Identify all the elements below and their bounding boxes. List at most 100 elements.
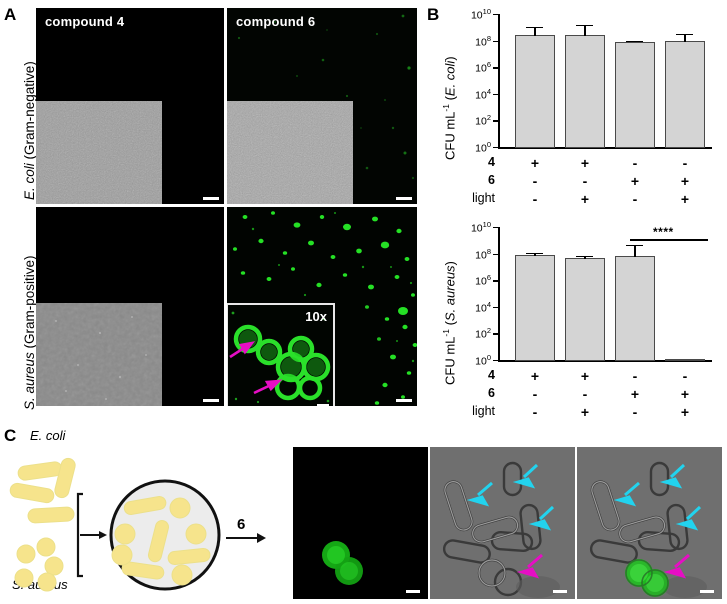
bar-1 xyxy=(515,255,555,361)
brightfield-inset-ecoli-compound6 xyxy=(227,101,353,204)
scale-bar xyxy=(396,197,412,200)
y-tick xyxy=(493,360,498,362)
panel-c-image-brightfield: brightfield xyxy=(430,447,575,599)
chart-cfu-saureus: CFU mL-1 (S. aureus) 1010 108 106 104 10… xyxy=(425,213,727,420)
error-bar-3 xyxy=(634,245,636,257)
error-cap-3 xyxy=(626,41,643,43)
scale-bar xyxy=(396,399,412,402)
y-axis xyxy=(498,227,500,361)
y-tick-label-10e0: 100 xyxy=(475,353,491,368)
y-tick xyxy=(493,253,498,255)
y-tick-label-10e8: 108 xyxy=(475,246,491,262)
condition-row-label-4: 4 xyxy=(488,155,495,169)
ecoli-arrow-3 xyxy=(528,505,555,531)
condition-4-col3: - xyxy=(632,368,638,384)
exp: 2 xyxy=(486,326,491,336)
scale-bar xyxy=(203,399,219,402)
condition-4-col2: + xyxy=(580,368,590,384)
error-bar-4 xyxy=(684,34,686,42)
brightfield-cells xyxy=(430,447,575,599)
saureus-arrow xyxy=(663,553,690,579)
scale-bar xyxy=(203,197,219,200)
zoom-inset-label: 10x xyxy=(305,309,327,324)
bar-2 xyxy=(565,258,605,361)
bar-4 xyxy=(665,359,705,361)
significance-line xyxy=(630,239,708,241)
image-ecoli-compound6: compound 6 xyxy=(227,8,417,204)
y-tick xyxy=(493,40,498,42)
condition-4-col3: - xyxy=(632,155,638,171)
condition-row-label-6: 6 xyxy=(488,386,495,400)
error-bar-2 xyxy=(584,25,586,36)
y-tick xyxy=(493,67,498,69)
zoom-inset-10x: 10x xyxy=(227,303,335,406)
y-tick-label-10e0: 100 xyxy=(475,140,491,155)
chart-cfu-ecoli: CFU mL-1 (E. coli) 1010 108 106 104 102 … xyxy=(425,0,727,207)
panel-a-letter: A xyxy=(4,5,17,24)
exp: 4 xyxy=(486,86,491,96)
image-ecoli-compound4: compound 4 xyxy=(36,8,224,204)
bar-3 xyxy=(615,256,655,361)
ecoli-arrow-2 xyxy=(512,463,539,489)
exp: 10 xyxy=(482,220,491,229)
compound6-fluorescence xyxy=(293,447,428,599)
panel-c-image-merge: merge xyxy=(577,447,722,599)
condition-6-col3: + xyxy=(630,173,640,189)
schematic-label-ecoli: E. coli xyxy=(30,428,66,443)
row-label-saureus: S. aureus (Gram-positive) xyxy=(22,255,37,410)
y-tick-label-10e4: 104 xyxy=(475,86,491,102)
exp: 8 xyxy=(486,246,491,256)
reaction-label-6: 6 xyxy=(237,516,246,533)
condition-light-col1: - xyxy=(532,191,538,207)
panel-a: A E. coli (Gram-negative) S. aureus (Gra… xyxy=(0,0,420,420)
y-tick xyxy=(493,306,498,309)
condition-4-col1: + xyxy=(530,155,540,171)
y-tick xyxy=(493,147,498,149)
panel-c-letter: C xyxy=(4,426,17,445)
panel-b: B CFU mL-1 (E. coli) 1010 108 106 104 10… xyxy=(425,0,727,420)
schematic-diagram xyxy=(9,457,266,592)
bar-1 xyxy=(515,35,555,148)
exp: 6 xyxy=(486,60,491,70)
exp: 10 xyxy=(482,7,491,16)
error-bar-2 xyxy=(584,256,586,259)
ylabel-sup: -1 xyxy=(441,104,451,112)
exp: 0 xyxy=(486,140,491,149)
image-caption-compound4: compound 4 xyxy=(45,14,125,29)
exp: 2 xyxy=(486,113,491,123)
condition-light-col2: + xyxy=(580,191,590,207)
error-bar-1 xyxy=(534,27,536,36)
scale-bar xyxy=(406,590,420,593)
image-caption-compound6: compound 6 xyxy=(236,14,316,29)
row-label-saureus-gram: (Gram-positive) xyxy=(22,255,37,353)
condition-6-col1: - xyxy=(532,386,538,402)
condition-light-col4: + xyxy=(680,404,690,420)
panel-b-letter: B xyxy=(427,5,440,24)
y-tick xyxy=(493,333,498,335)
condition-row-label-light: light xyxy=(472,404,495,418)
condition-row-label-light: light xyxy=(472,191,495,205)
x-axis xyxy=(498,360,712,362)
scale-bar xyxy=(317,404,329,406)
exp: 6 xyxy=(486,273,491,283)
y-tick xyxy=(493,280,498,282)
row-label-ecoli-gram: (Gram-negative) xyxy=(22,61,37,164)
image-saureus-compound6: 10x xyxy=(227,207,417,406)
image-saureus-compound4 xyxy=(36,207,224,406)
condition-6-col4: + xyxy=(680,386,690,402)
y-axis xyxy=(498,14,500,148)
y-tick xyxy=(493,93,498,96)
merge-cells xyxy=(577,447,722,599)
y-tick xyxy=(493,120,498,122)
bracket xyxy=(76,492,83,578)
error-bar-1 xyxy=(534,253,536,256)
condition-4-col4: - xyxy=(682,155,688,171)
condition-6-col4: + xyxy=(680,173,690,189)
panel-c: C E. coli S. aureus xyxy=(0,420,727,604)
condition-4-col1: + xyxy=(530,368,540,384)
bar-4 xyxy=(665,41,705,148)
condition-row-label-6: 6 xyxy=(488,173,495,187)
ecoli-arrow-3 xyxy=(675,505,702,531)
condition-light-col3: - xyxy=(632,191,638,207)
error-cap-3 xyxy=(626,245,643,247)
